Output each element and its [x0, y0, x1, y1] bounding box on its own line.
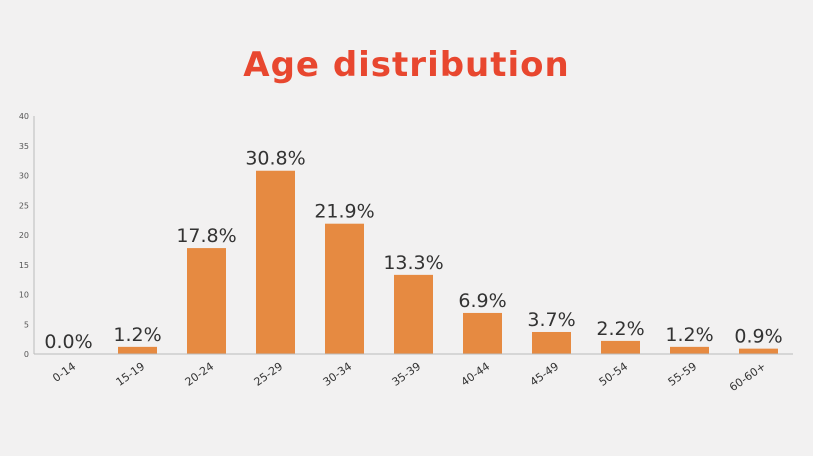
x-tick-label: 45-49 — [528, 360, 562, 389]
bar — [256, 170, 295, 354]
x-tick-label: 35-39 — [390, 360, 424, 389]
data-label: 1.2% — [665, 324, 713, 346]
data-label: 1.2% — [113, 324, 161, 346]
bar — [532, 331, 571, 354]
data-label: 2.2% — [596, 318, 644, 340]
data-label: 17.8% — [176, 225, 236, 247]
y-tick-label: 15 — [19, 261, 29, 270]
y-tick-label: 40 — [19, 112, 29, 121]
x-tick-label: 30-34 — [321, 360, 355, 389]
x-axis: 0-14 15-19 20-24 25-29 30-34 35-39 40-44 45-49 5… — [34, 353, 793, 394]
bar — [601, 340, 640, 354]
x-tick-label: 55-59 — [666, 360, 700, 389]
x-tick-label: 0-14 — [50, 360, 78, 385]
y-tick-label: 35 — [19, 142, 29, 151]
y-tick-label: 0 — [24, 350, 29, 359]
bar — [325, 223, 364, 354]
x-tick-label: 60-60+ — [727, 360, 768, 394]
data-labels: 0.0% 1.2% 17.8% 30.8% 21.9% 13.3% 6.9% 3.7% 2.2%… — [44, 148, 782, 353]
y-tick-label: 30 — [19, 172, 29, 181]
bar — [670, 346, 709, 354]
bar — [118, 346, 157, 354]
bar — [463, 312, 502, 354]
chart-title: Age distribution — [243, 45, 570, 85]
x-tick-label: 25-29 — [252, 360, 286, 389]
data-label: 13.3% — [383, 252, 443, 274]
y-tick-label: 25 — [19, 201, 29, 210]
y-tick-label: 5 — [24, 320, 29, 329]
bar — [187, 248, 226, 354]
x-tick-label: 50-54 — [597, 360, 631, 389]
data-label: 21.9% — [314, 201, 374, 223]
data-label: 0.9% — [734, 326, 782, 348]
bars — [118, 170, 778, 354]
bar — [394, 274, 433, 354]
x-tick-label: 20-24 — [183, 360, 217, 389]
y-axis: 0 5 10 15 20 25 30 35 40 — [19, 112, 35, 359]
data-label: 6.9% — [458, 290, 506, 312]
x-tick-label: 40-44 — [459, 360, 493, 389]
data-label: 0.0% — [44, 331, 92, 353]
y-tick-label: 20 — [19, 231, 29, 240]
bar — [739, 348, 778, 354]
data-label: 3.7% — [527, 309, 575, 331]
x-tick-label: 15-19 — [114, 360, 148, 389]
y-tick-label: 10 — [19, 291, 29, 300]
data-label: 30.8% — [245, 148, 305, 170]
